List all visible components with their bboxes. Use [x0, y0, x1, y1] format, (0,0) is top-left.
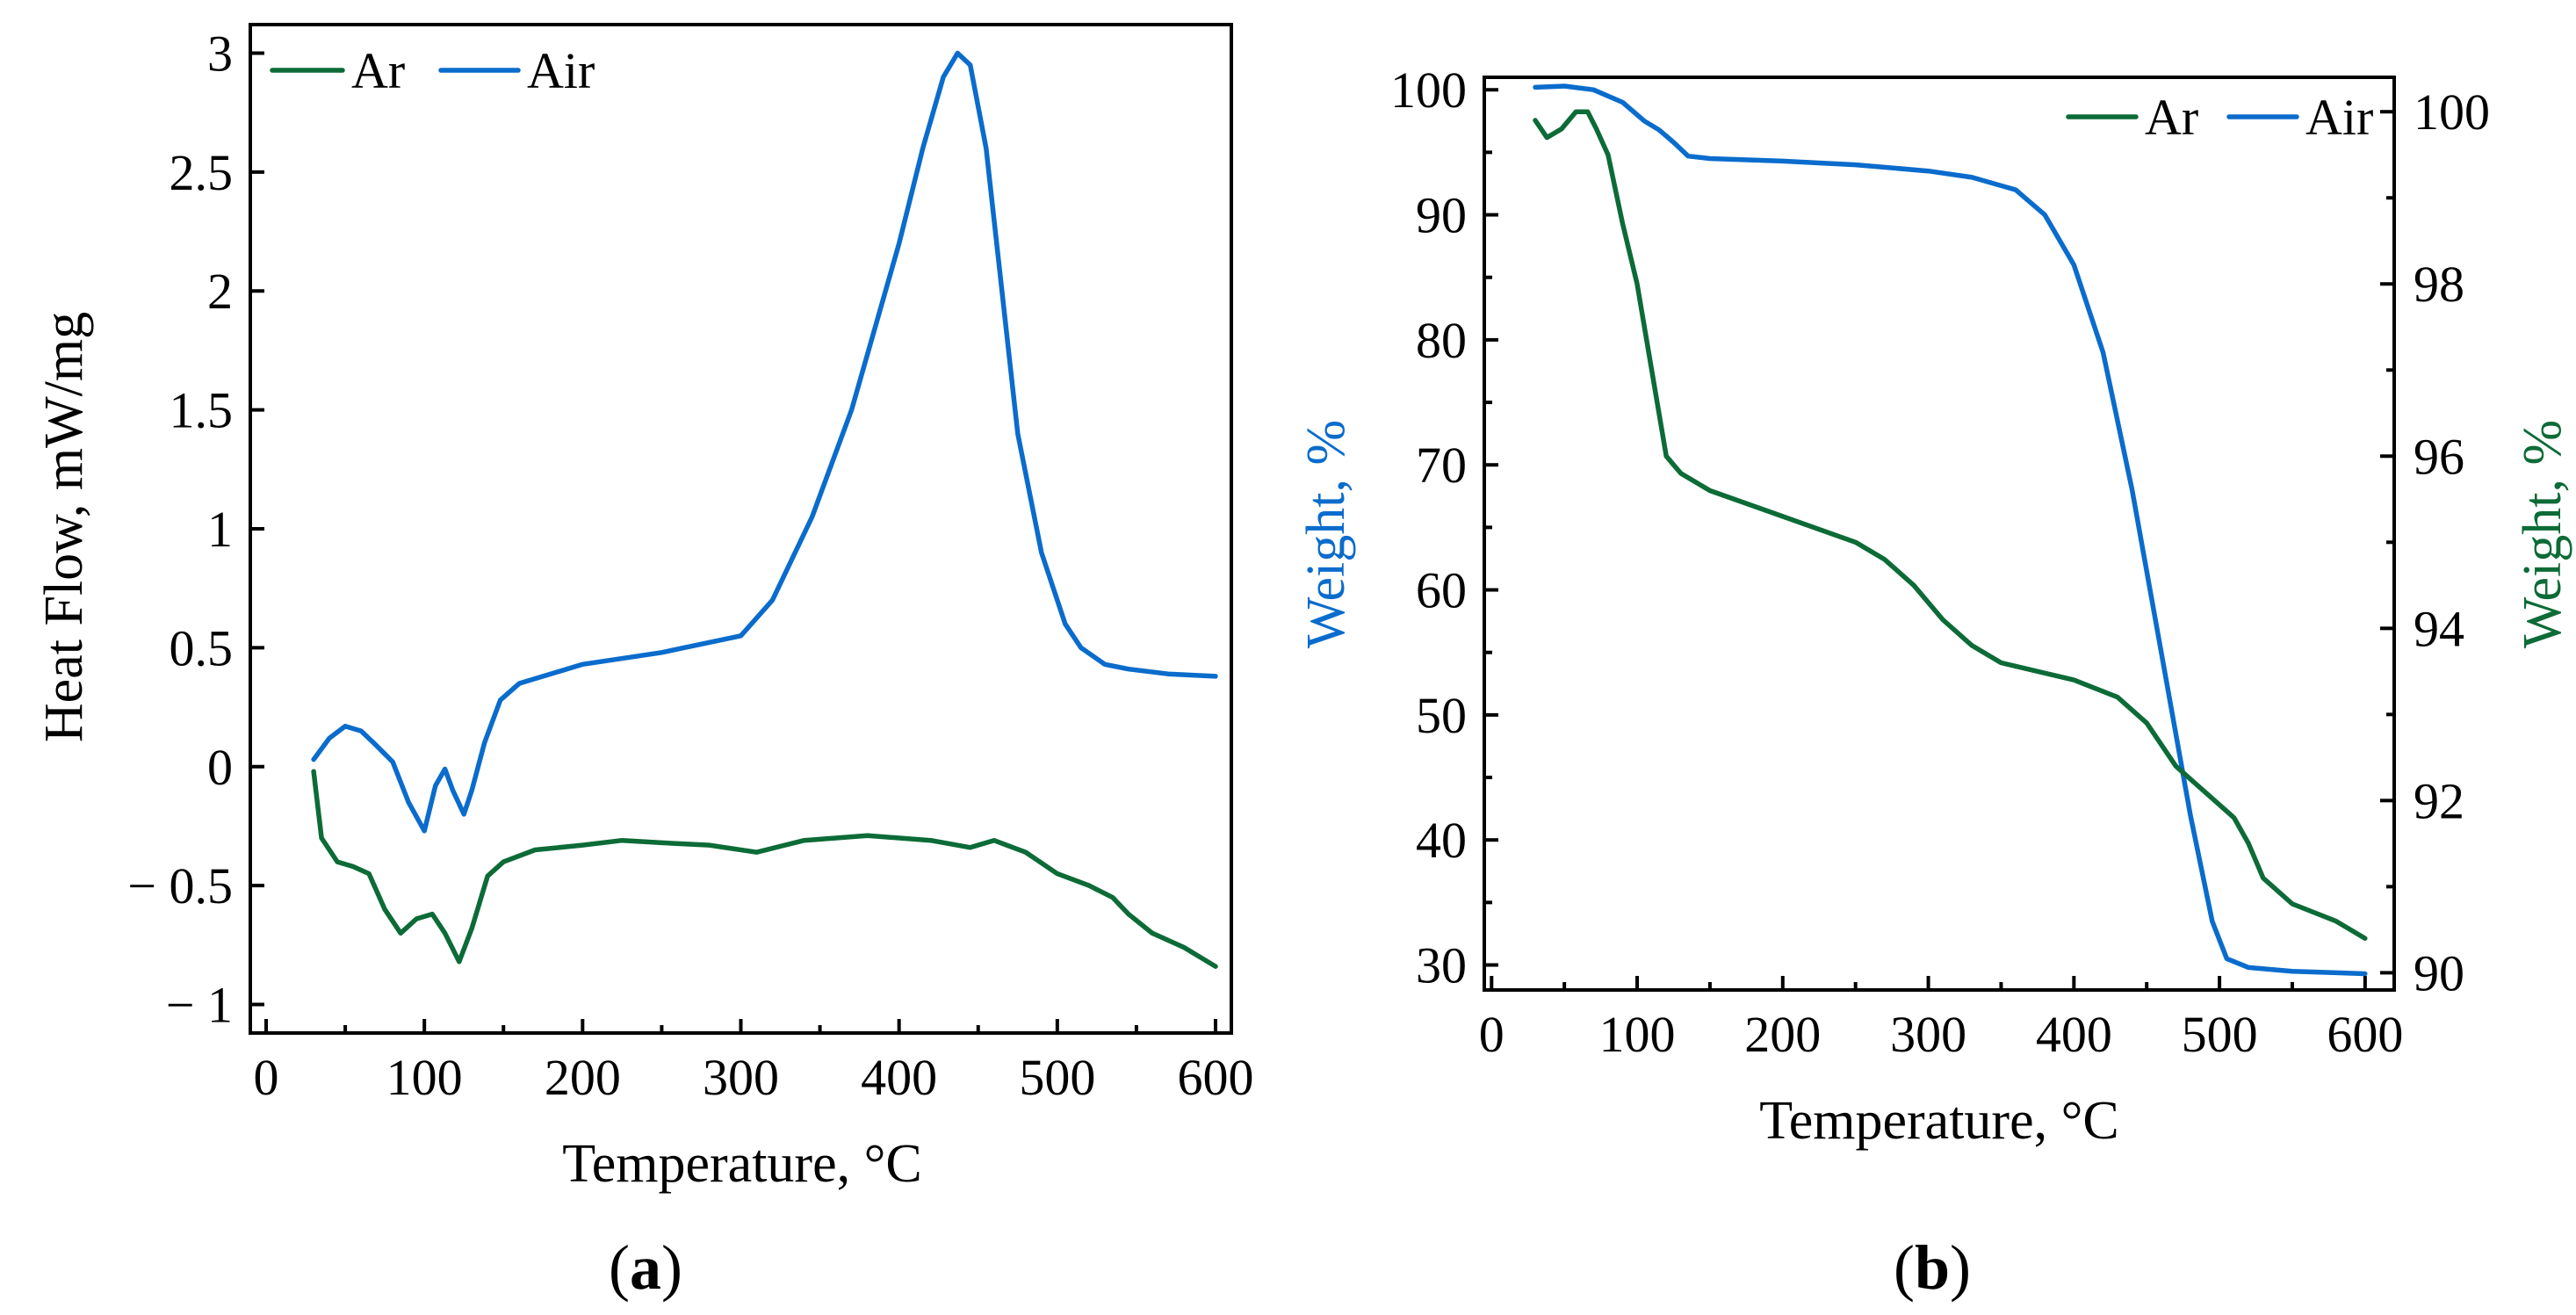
panel-a-y-tick-label: 2 — [207, 263, 233, 320]
panel-a-series-line-ar — [311, 769, 1218, 969]
panel-b-frame — [1483, 76, 2396, 992]
panel-b-y-tick-label-left: 60 — [1416, 562, 1467, 619]
panel-b-y-tick-label-right: 100 — [2414, 83, 2490, 141]
panel-b-y-tick-label-right: 98 — [2414, 256, 2464, 313]
panel-b-x-tick-label: 300 — [1890, 1006, 1966, 1063]
panel-b-x-tick-label: 0 — [1479, 1006, 1504, 1063]
panel-b-y-axis-label-left: Weight, % — [1296, 420, 1356, 648]
panel-b-y-tick-label-right: 94 — [2414, 600, 2464, 657]
panel-a-caption-letter: a — [630, 1232, 661, 1303]
panel-a-y-tick-label: 2.5 — [170, 144, 234, 201]
panel-b-caption-letter: b — [1915, 1232, 1950, 1303]
panel-a-ticks: 0 100 200 300 400 500 600 − 1 − 0.5 0 0.5 1 1.5 2 2.5 3 — [127, 25, 1253, 1106]
panel-a-x-tick-label: 500 — [1019, 1049, 1095, 1106]
panel-b-y-tick-label-right: 90 — [2414, 944, 2464, 1001]
panel-a-x-tick-label: 0 — [254, 1049, 279, 1106]
panel-a-x-tick-label: 300 — [703, 1049, 779, 1106]
panel-b-x-tick-label: 200 — [1744, 1006, 1821, 1063]
panel-b-x-tick-label: 100 — [1599, 1006, 1676, 1063]
panel-b-series-line-ar — [1533, 109, 2368, 941]
panel-a-plot-area — [311, 50, 1218, 969]
panel-a-x-tick-label: 200 — [545, 1049, 621, 1106]
panel-a-y-tick-label: 1.5 — [170, 382, 234, 439]
panel-a-y-tick-label: − 1 — [166, 977, 233, 1034]
panel-b-caption: (b) — [1894, 1232, 1971, 1303]
panel-b-y-tick-label-left: 90 — [1416, 187, 1467, 244]
panel-b-y-tick-label-left: 100 — [1390, 61, 1467, 119]
panel-b-series-line-air — [1533, 83, 2368, 977]
panel-b-x-axis-label: Temperature, °C — [1759, 1091, 2119, 1151]
panel-a-y-tick-label: 0.5 — [170, 619, 234, 676]
panel-a-legend-label-air: Air — [527, 42, 595, 99]
panel-b-ticks: 0 100 200 300 400 500 600 30 40 50 60 70 80 90 100 90 92… — [1390, 61, 2490, 1063]
panel-b-legend-label-ar: Ar — [2145, 89, 2198, 146]
panel-b-y-tick-label-left: 80 — [1416, 312, 1467, 369]
panel-b-y-axis-label-right: Weight, % — [2513, 420, 2572, 648]
panel-b-x-tick-label: 500 — [2182, 1006, 2258, 1063]
panel-b-weight-chart: 0 100 200 300 400 500 600 30 40 50 60 70 80 90 100 90 92… — [1296, 61, 2572, 1303]
panel-b-x-tick-label: 400 — [2036, 1006, 2112, 1063]
panel-a-y-tick-label: 1 — [207, 501, 233, 558]
panel-a-y-tick-label: 3 — [207, 25, 233, 82]
panel-b-legend-label-air: Air — [2305, 89, 2373, 146]
panel-a-y-tick-label: − 0.5 — [127, 857, 233, 914]
panel-b-plot-area — [1533, 83, 2368, 977]
panel-b-y-tick-label-right: 92 — [2414, 772, 2464, 829]
panel-a-legend-label-ar: Ar — [351, 42, 405, 99]
panel-b-x-tick-label: 600 — [2327, 1006, 2403, 1063]
panel-b-y-tick-label-left: 50 — [1416, 687, 1467, 744]
panel-a-x-tick-label: 400 — [861, 1049, 937, 1106]
panel-b-y-tick-label-left: 30 — [1416, 937, 1467, 994]
panel-a-legend: Ar Air — [270, 42, 595, 99]
panel-a-heat-flow-chart: 0 100 200 300 400 500 600 − 1 − 0.5 0 0.5 1 1.5 2 2.5 3… — [34, 23, 1253, 1303]
panel-a-series-line-air — [311, 50, 1218, 834]
panel-b-legend: Ar Air — [2066, 89, 2373, 146]
panel-b-y-tick-label-left: 70 — [1416, 437, 1467, 494]
panel-a-y-tick-label: 0 — [207, 739, 233, 796]
panel-a-y-axis-label: Heat Flow, mW/mg — [34, 312, 94, 742]
panel-a-frame — [249, 23, 1233, 1035]
panel-a-x-tick-label: 100 — [386, 1049, 463, 1106]
panel-a-x-axis-label: Temperature, °C — [562, 1134, 922, 1194]
panel-a-caption: (a) — [609, 1232, 682, 1303]
panel-b-y-tick-label-left: 40 — [1416, 812, 1467, 869]
panel-b-y-tick-label-right: 96 — [2414, 428, 2464, 485]
panel-a-x-tick-label: 600 — [1177, 1049, 1253, 1106]
